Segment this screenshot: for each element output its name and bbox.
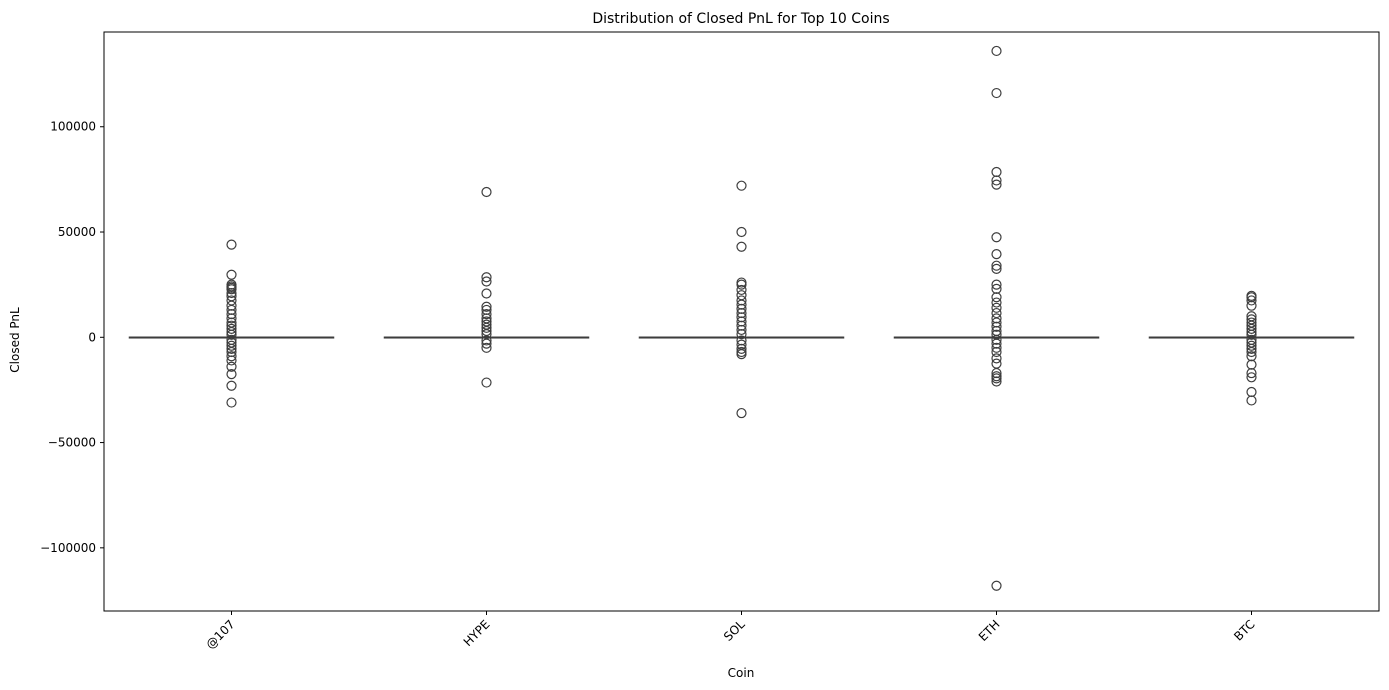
y-axis-label: Closed PnL — [8, 307, 22, 373]
outlier-point — [991, 279, 1002, 290]
outlier-point — [1246, 372, 1257, 383]
chart-title: Distribution of Closed PnL for Top 10 Co… — [592, 11, 889, 27]
outlier-point — [991, 376, 1002, 387]
outlier-point — [1246, 359, 1257, 370]
outlier-point — [226, 284, 237, 295]
outlier-point — [991, 263, 1002, 274]
plot-area: −100000 −50000 0 50000 100000 @107 HYPE SOL ETH B… — [40, 45, 1355, 652]
outlier-point — [481, 301, 492, 312]
outlier-point — [991, 334, 1002, 345]
outlier-point — [991, 302, 1002, 313]
outlier-point — [991, 45, 1002, 57]
outlier-point — [736, 180, 747, 191]
x-tick-label: SOL — [721, 617, 748, 644]
outlier-point — [736, 343, 747, 354]
outlier-point — [226, 323, 237, 334]
outlier-point — [991, 292, 1002, 303]
x-tick-label: BTC — [1231, 617, 1257, 643]
x-tick-label: HYPE — [461, 617, 493, 649]
outlier-point — [226, 329, 237, 340]
outlier-point — [736, 284, 747, 296]
outlier-point — [991, 175, 1002, 186]
outlier-point — [991, 260, 1002, 271]
outlier-point — [736, 279, 747, 290]
outlier-point — [226, 355, 237, 366]
outlier-point — [736, 290, 747, 301]
outlier-point — [991, 580, 1002, 591]
outlier-point — [991, 321, 1002, 332]
outlier-point — [481, 322, 492, 333]
outlier-point — [1246, 340, 1257, 351]
outlier-point — [1246, 326, 1257, 338]
outlier-point — [226, 361, 237, 372]
outlier-point — [226, 287, 237, 299]
outlier-point — [481, 342, 492, 353]
x-axis-label: Coin — [728, 666, 755, 680]
outlier-point — [736, 324, 747, 336]
outlier-point — [991, 179, 1002, 190]
outlier-point — [481, 335, 492, 346]
outlier-point — [1246, 343, 1257, 354]
outlier-point — [481, 276, 492, 287]
outlier-point — [991, 166, 1002, 178]
outlier-point — [481, 288, 492, 299]
outlier-point — [991, 373, 1002, 384]
outlier-point — [991, 297, 1002, 308]
y-tick-label: −100000 — [40, 541, 96, 555]
outlier-point — [736, 349, 747, 360]
y-tick-label: 0 — [88, 330, 96, 344]
y-tick-label: 100000 — [50, 120, 96, 134]
outlier-point — [991, 307, 1002, 319]
outlier-point — [226, 397, 237, 408]
outlier-point — [1246, 329, 1257, 340]
outlier-point — [991, 346, 1002, 358]
outlier-point — [736, 226, 747, 238]
outlier-point — [481, 186, 492, 198]
outlier-point — [1246, 367, 1257, 379]
outlier-point — [1246, 295, 1257, 306]
outlier-point — [991, 249, 1002, 260]
outlier-point — [1246, 386, 1257, 398]
x-tick-label: ETH — [976, 617, 1003, 644]
outlier-point — [481, 338, 492, 349]
outlier-point — [736, 241, 747, 252]
y-tick-label: −50000 — [48, 436, 96, 450]
outlier-point — [481, 377, 492, 388]
outlier-point — [481, 309, 492, 320]
outlier-point — [991, 232, 1002, 243]
outlier-point — [736, 407, 747, 419]
outlier-point — [226, 239, 237, 250]
outlier-point — [226, 380, 237, 391]
outlier-point — [1246, 395, 1257, 406]
outlier-point — [226, 340, 237, 351]
outlier-point — [991, 87, 1002, 99]
outlier-point — [991, 358, 1002, 369]
outlier-point — [736, 329, 747, 340]
x-tick-label: @107 — [203, 617, 238, 652]
outlier-point — [991, 353, 1002, 364]
outlier-point — [226, 343, 237, 354]
outlier-point — [226, 369, 237, 380]
outlier-point — [481, 272, 492, 283]
plot-frame — [103, 31, 1380, 612]
outlier-point — [226, 351, 237, 362]
outlier-point — [1246, 346, 1257, 358]
outlier-point — [1246, 300, 1257, 311]
outlier-point — [226, 269, 237, 280]
y-tick-label: 50000 — [58, 225, 96, 239]
outlier-point — [991, 342, 1002, 353]
outlier-point — [1246, 323, 1257, 334]
outlier-point — [226, 326, 237, 338]
outlier-point — [226, 313, 237, 324]
